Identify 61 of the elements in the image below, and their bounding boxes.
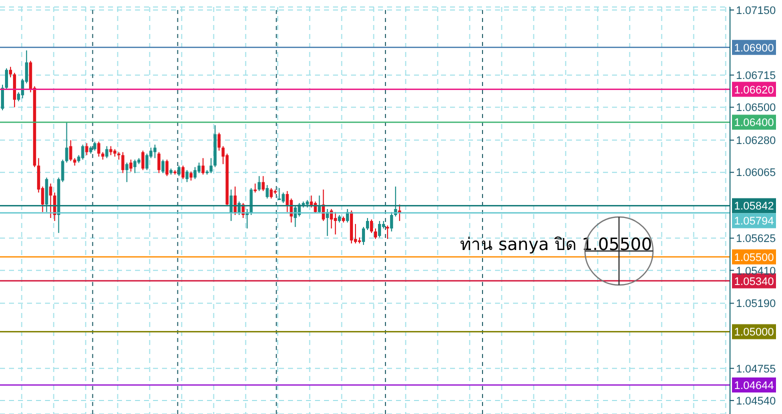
- y-tick-label: 1.06280: [736, 135, 776, 148]
- y-tick-label: 1.05625: [736, 233, 776, 246]
- ref-line-label: 1.05340: [734, 276, 774, 288]
- candlestick: [49, 183, 52, 218]
- candlestick: [145, 153, 148, 171]
- candlestick: [141, 150, 144, 171]
- ref-line-label: 1.05842: [734, 200, 774, 213]
- candlestick: [318, 195, 321, 214]
- ref-line-label: 1.06400: [734, 117, 774, 130]
- candlestick: [378, 220, 382, 238]
- ref-line-label: 1.05794: [734, 216, 774, 228]
- y-tick-label: 1.06715: [736, 70, 776, 82]
- candlestick: [81, 144, 84, 160]
- candlestick: [69, 140, 72, 162]
- ref-line-label: 1.06900: [734, 42, 774, 54]
- candlestick: [177, 165, 180, 177]
- candlestick: [198, 162, 201, 174]
- candlestick: [370, 218, 374, 234]
- candlestick: [65, 122, 68, 164]
- candlestick: [262, 176, 265, 192]
- candlestick: [282, 192, 285, 204]
- candlestick: [218, 132, 221, 152]
- candlestick: [390, 211, 394, 232]
- candlestick: [1, 84, 4, 111]
- candlestick: [157, 152, 160, 174]
- candlestick: [97, 141, 100, 158]
- candlestick: [105, 146, 108, 159]
- candlestick: [362, 226, 365, 246]
- ref-line-label: 1.04644: [734, 380, 774, 392]
- candlestick: [5, 68, 8, 90]
- candlestick: [286, 190, 289, 212]
- candlestick: [186, 170, 189, 183]
- candlestick: [386, 224, 390, 240]
- y-tick-label: 1.04540: [736, 395, 776, 408]
- candlestick: [366, 217, 369, 230]
- y-tick-label: 1.06065: [736, 167, 776, 180]
- candlestick: [85, 142, 88, 156]
- candlestick: [121, 152, 124, 174]
- candlestick: [266, 184, 269, 200]
- candlestick: [161, 159, 164, 174]
- y-tick-label: 1.04755: [736, 363, 776, 376]
- candlestick: [374, 228, 378, 240]
- ref-line-label: 1.05000: [734, 326, 774, 339]
- candlestick: [181, 165, 184, 180]
- candlestick: [258, 176, 261, 192]
- candlestick: [270, 188, 273, 200]
- candlestick: [9, 66, 12, 78]
- candlestick: [153, 144, 156, 159]
- candlestick: [133, 159, 136, 174]
- candlestick: [334, 211, 337, 235]
- candlestick: [129, 159, 132, 172]
- y-tick-label: 1.05190: [736, 298, 776, 310]
- candlestick: [165, 159, 168, 177]
- ref-line-label: 1.06620: [734, 84, 774, 96]
- ref-line-label: 1.05500: [734, 252, 774, 264]
- y-tick-label: 1.06500: [736, 102, 776, 114]
- candlestick: [210, 158, 213, 174]
- candlestick: [125, 162, 128, 183]
- y-tick-label: 1.07150: [736, 4, 776, 17]
- candlestick: [194, 166, 197, 180]
- candlestick: [202, 158, 205, 176]
